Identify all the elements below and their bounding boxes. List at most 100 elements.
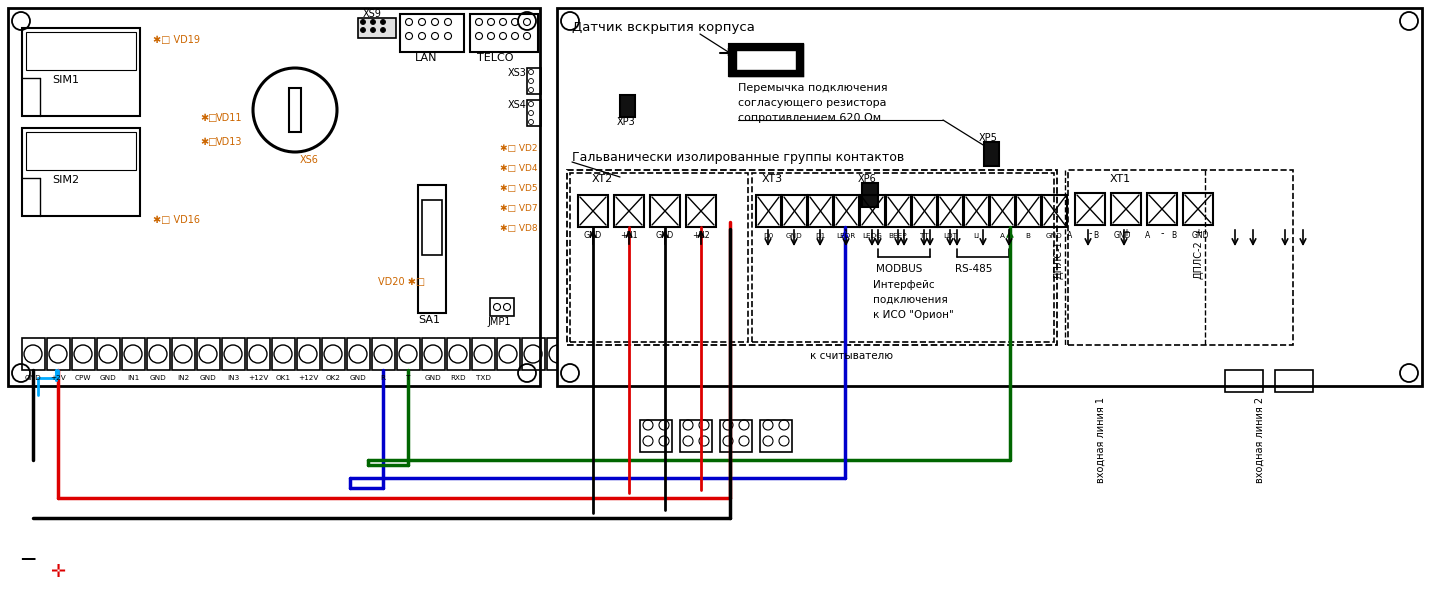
Text: RS-485: RS-485 (955, 264, 992, 274)
Circle shape (1400, 12, 1418, 30)
Circle shape (11, 364, 30, 382)
Text: A: A (1146, 231, 1150, 241)
Bar (397, 338, 420, 370)
Text: Интерфейс: Интерфейс (873, 280, 935, 290)
Text: ✱□: ✱□ (199, 137, 218, 147)
Bar (989, 195, 1015, 227)
Text: XS9: XS9 (363, 9, 381, 19)
Text: -: - (1088, 228, 1091, 238)
Circle shape (1400, 364, 1418, 382)
Bar (72, 338, 95, 370)
Bar (22, 28, 141, 116)
Text: CPW: CPW (75, 375, 92, 381)
Bar (196, 338, 219, 370)
Bar (730, 45, 802, 75)
Circle shape (360, 27, 366, 32)
Bar (470, 14, 538, 52)
Bar (964, 195, 989, 227)
Text: R: R (380, 375, 386, 381)
Text: B: B (1172, 231, 1176, 241)
Bar (1225, 370, 1263, 392)
Bar (1275, 370, 1314, 392)
Bar (756, 195, 782, 227)
Bar (290, 88, 301, 132)
Text: A: A (1067, 231, 1073, 241)
Text: B: B (1094, 231, 1098, 241)
Text: GND: GND (584, 230, 602, 239)
Bar (886, 195, 911, 227)
Bar (680, 420, 713, 452)
Bar (1076, 193, 1106, 225)
Text: TT: TT (919, 233, 928, 239)
Bar (619, 95, 635, 117)
Text: GND: GND (149, 375, 166, 381)
Text: +12V: +12V (298, 375, 318, 381)
Text: GND: GND (655, 230, 674, 239)
Circle shape (561, 364, 579, 382)
Bar (1043, 195, 1067, 227)
Text: ✱□ VD2: ✱□ VD2 (500, 144, 538, 152)
Bar (347, 338, 370, 370)
Bar (1111, 193, 1141, 225)
Text: D0: D0 (763, 233, 773, 239)
Text: OK1: OK1 (275, 375, 291, 381)
Bar (272, 338, 295, 370)
Bar (371, 338, 394, 370)
Text: +: + (1121, 228, 1130, 238)
Text: MODBUS: MODBUS (876, 264, 922, 274)
Text: D1: D1 (815, 233, 825, 239)
Bar (22, 128, 141, 216)
Text: T: T (406, 375, 410, 381)
Text: TXD: TXD (476, 375, 490, 381)
Text: IN2: IN2 (176, 375, 189, 381)
Bar (172, 338, 195, 370)
Circle shape (518, 12, 536, 30)
Bar (569, 173, 749, 342)
Text: XS3: XS3 (508, 68, 526, 78)
Text: LEDG: LEDG (862, 233, 882, 239)
Bar (472, 338, 495, 370)
Bar (490, 298, 513, 316)
Text: TELCO: TELCO (478, 53, 513, 63)
Text: SA1: SA1 (417, 315, 440, 325)
Text: ✱□ VD7: ✱□ VD7 (500, 203, 538, 213)
Bar (556, 8, 1423, 386)
Bar (730, 45, 802, 75)
Text: к ИСО "Орион": к ИСО "Орион" (873, 310, 954, 320)
Bar (26, 132, 136, 170)
Text: XT1: XT1 (1110, 174, 1131, 184)
Bar (578, 195, 608, 227)
Bar (1147, 193, 1177, 225)
Text: OK2: OK2 (326, 375, 340, 381)
Bar (422, 338, 445, 370)
Text: B: B (1025, 233, 1031, 239)
Bar (760, 420, 792, 452)
Bar (417, 185, 446, 313)
Text: входная линия 2: входная линия 2 (1255, 397, 1265, 483)
Text: ✱□: ✱□ (199, 113, 218, 123)
Text: GND: GND (786, 233, 803, 239)
Text: Перемычка подключения: Перемычка подключения (739, 83, 888, 93)
Bar (862, 183, 878, 207)
Bar (835, 195, 859, 227)
Text: +2V: +2V (50, 375, 66, 381)
Circle shape (370, 27, 376, 32)
Bar (782, 195, 807, 227)
Text: GND: GND (1045, 233, 1063, 239)
Text: LAN: LAN (414, 53, 437, 63)
Text: ✱□ VD16: ✱□ VD16 (153, 215, 199, 225)
Text: +: + (1195, 228, 1202, 238)
Bar (751, 173, 1054, 342)
Text: GND: GND (1192, 231, 1209, 241)
Text: Гальванически изолированные группы контактов: Гальванически изолированные группы конта… (572, 152, 905, 164)
Bar (1017, 195, 1041, 227)
Bar (807, 195, 833, 227)
Text: SIM1: SIM1 (52, 75, 79, 85)
Bar (447, 338, 470, 370)
Circle shape (11, 12, 30, 30)
Bar (685, 195, 716, 227)
Text: IN1: IN1 (126, 375, 139, 381)
Circle shape (561, 12, 579, 30)
Text: VD13: VD13 (217, 137, 242, 147)
Bar (1068, 170, 1293, 345)
